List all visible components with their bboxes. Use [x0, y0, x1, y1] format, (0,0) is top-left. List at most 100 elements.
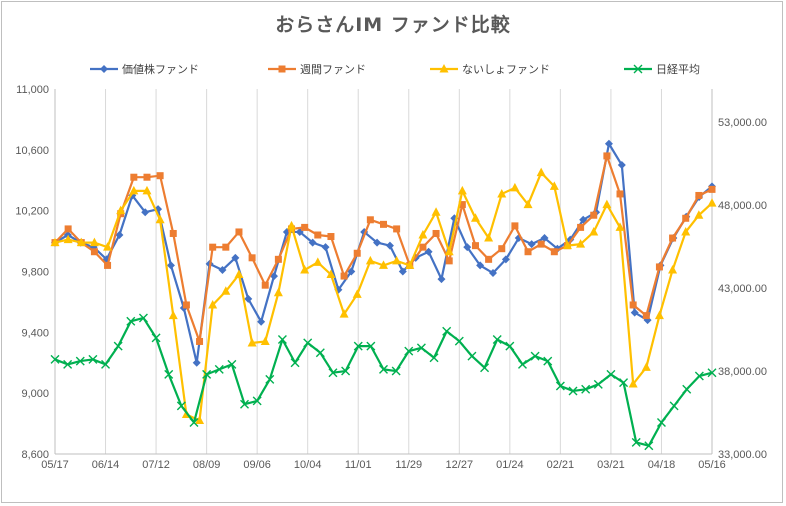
data-point	[314, 231, 322, 239]
data-point	[380, 220, 387, 228]
data-point	[644, 441, 654, 451]
data-point	[373, 238, 382, 247]
data-point	[274, 255, 282, 263]
data-point	[340, 272, 348, 280]
series-line	[54, 316, 713, 447]
data-point	[327, 233, 335, 241]
data-point	[681, 226, 691, 236]
data-point	[615, 222, 625, 231]
data-point	[442, 326, 452, 336]
legend-swatch-icon	[90, 65, 118, 73]
data-point	[101, 359, 111, 369]
data-point	[169, 229, 177, 237]
chart-title: おらさんIM ファンド比較	[275, 14, 511, 36]
data-point	[339, 309, 349, 318]
data-point	[156, 172, 164, 180]
data-point	[89, 237, 99, 247]
y-right-tick-label: 33,000.00	[718, 449, 767, 461]
data-point	[63, 231, 72, 239]
data-point	[524, 248, 532, 256]
data-point	[463, 243, 472, 252]
data-point	[353, 341, 363, 351]
data-point	[669, 234, 677, 242]
data-point	[669, 401, 679, 411]
y-left-tick-label: 9,400	[21, 327, 49, 339]
data-point	[589, 226, 599, 236]
data-point	[391, 366, 401, 376]
y-left-tick-label: 8,600	[21, 449, 49, 461]
data-point	[142, 185, 152, 195]
data-point	[168, 310, 178, 320]
data-point	[467, 351, 477, 361]
data-point	[234, 269, 244, 279]
data-point	[303, 338, 313, 348]
data-point	[457, 185, 467, 195]
x-tick-label: 10/04	[294, 459, 322, 471]
data-point	[244, 294, 253, 303]
data-point	[75, 356, 85, 366]
data-point	[629, 301, 637, 309]
x-tick-label: 06/14	[92, 459, 120, 471]
data-point	[328, 368, 338, 378]
data-point	[641, 362, 651, 371]
data-point	[287, 220, 297, 230]
legend-item: ないしょファンド	[430, 58, 550, 80]
data-point	[707, 198, 717, 207]
y-right-tick-label: 43,000.00	[718, 283, 767, 295]
data-point	[429, 353, 439, 363]
data-point	[76, 237, 86, 247]
data-point	[50, 354, 60, 364]
legend-label: 価値株ファンド	[122, 63, 199, 76]
data-point	[619, 378, 629, 388]
data-point	[143, 173, 151, 181]
data-point	[431, 207, 441, 216]
data-point	[341, 366, 351, 376]
data-point	[476, 261, 485, 270]
data-point	[540, 234, 549, 243]
data-point	[248, 254, 256, 262]
legend-item: 週間ファンド	[268, 58, 366, 80]
data-point	[642, 312, 650, 320]
data-point	[366, 341, 376, 351]
data-point	[88, 354, 98, 364]
legend-swatch-icon	[268, 65, 296, 73]
data-point	[655, 263, 663, 271]
data-point	[471, 242, 479, 250]
x-tick-label: 08/09	[193, 459, 221, 471]
data-point	[221, 286, 231, 295]
data-point	[708, 185, 716, 193]
data-point	[252, 396, 262, 406]
data-point	[631, 437, 641, 447]
data-point	[189, 417, 199, 427]
data-point	[480, 363, 490, 373]
x-tick-label: 12/27	[446, 459, 474, 471]
data-point	[404, 346, 414, 356]
data-point	[543, 356, 553, 366]
data-point	[484, 233, 494, 242]
data-point	[265, 374, 275, 384]
legend-label: 週間ファンド	[300, 63, 366, 76]
data-point	[366, 216, 374, 224]
data-point	[231, 253, 240, 262]
data-point	[617, 161, 626, 170]
data-point	[195, 415, 205, 425]
data-point	[398, 267, 407, 276]
x-tick-label: 04/18	[648, 459, 676, 471]
data-point	[141, 208, 150, 217]
data-point	[235, 228, 243, 236]
data-point	[164, 369, 174, 379]
data-point	[393, 225, 401, 233]
data-point	[445, 257, 453, 265]
data-point	[116, 205, 126, 215]
data-point	[50, 237, 60, 247]
data-point	[633, 64, 643, 74]
data-point	[604, 139, 613, 148]
data-point	[656, 417, 666, 427]
data-point	[379, 364, 388, 374]
data-point	[326, 269, 336, 279]
legend-item: 価値株ファンド	[90, 58, 199, 80]
data-point	[527, 240, 536, 249]
data-point	[628, 379, 638, 388]
legend: 価値株ファンド 週間ファンド ないしょファンド 日経平均	[0, 58, 786, 80]
